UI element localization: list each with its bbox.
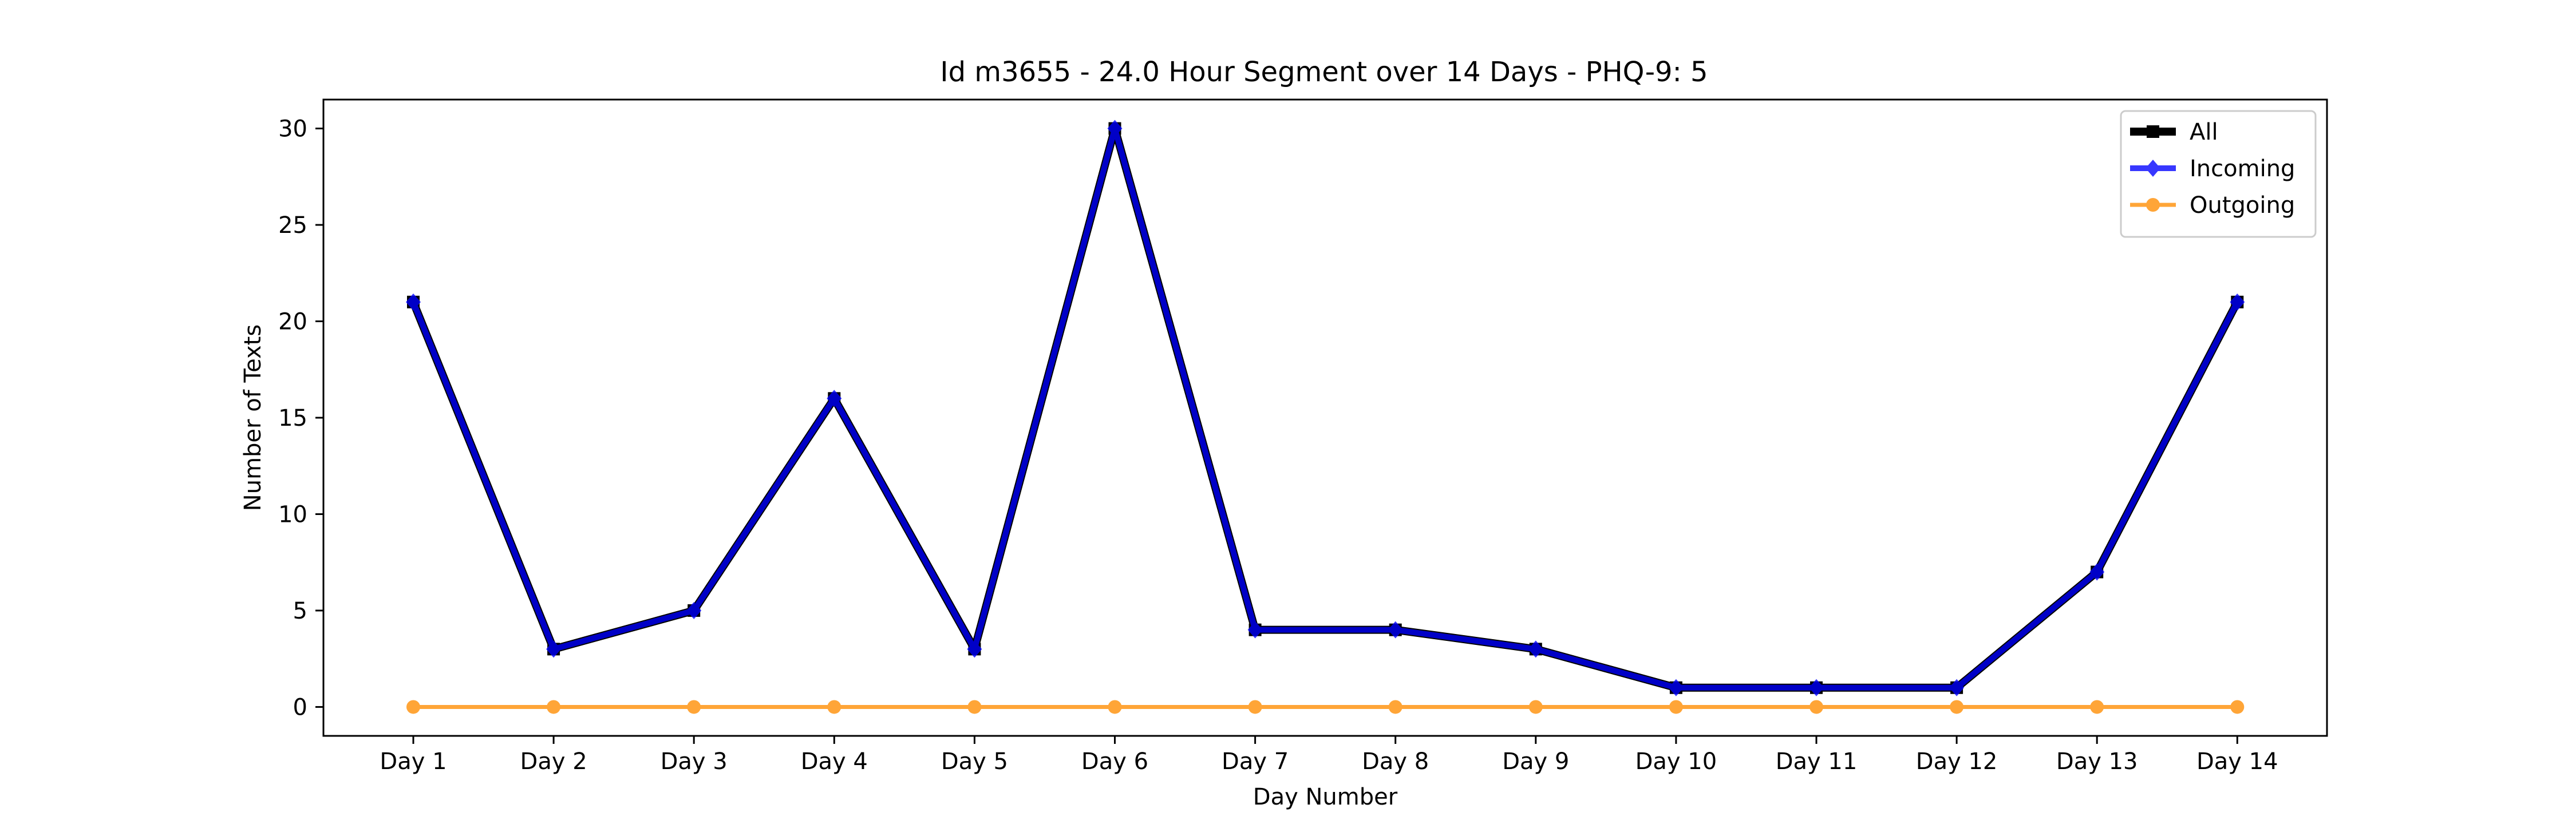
x-tick-label: Day 6: [1081, 748, 1148, 775]
legend-label: Outgoing: [2190, 192, 2295, 219]
y-tick-label: 0: [293, 694, 307, 720]
data-point-incoming: [1247, 621, 1263, 639]
y-tick-label: 5: [293, 598, 307, 624]
legend-label: All: [2190, 119, 2218, 145]
y-tick-label: 10: [278, 501, 307, 528]
legend-label: Incoming: [2190, 156, 2295, 182]
chart-legend: All Incoming Outgoing: [2120, 110, 2317, 238]
data-point-incoming: [1949, 679, 1965, 696]
y-tick-label: 25: [278, 212, 307, 239]
data-point-outgoing: [1950, 700, 1964, 714]
x-tick-label: Day 10: [1635, 748, 1717, 775]
data-point-outgoing: [1669, 700, 1683, 714]
legend-item-outgoing: [2130, 198, 2176, 212]
data-point-incoming: [1668, 679, 1684, 696]
x-tick-label: Day 3: [661, 748, 728, 775]
data-point-outgoing: [547, 700, 561, 714]
data-point-outgoing: [2230, 700, 2245, 714]
x-tick-label: Day 8: [1362, 748, 1429, 775]
data-point-incoming: [2089, 563, 2105, 581]
legend-marker: [2147, 125, 2159, 138]
data-point-incoming: [967, 640, 982, 658]
x-tick-label: Day 5: [941, 748, 1008, 775]
x-tick-label: Day 7: [1222, 748, 1289, 775]
data-point-outgoing: [1809, 700, 1823, 714]
data-point-outgoing: [827, 700, 841, 714]
x-axis-label: Day Number: [1253, 784, 1398, 810]
series-incoming: [406, 120, 2245, 696]
y-axis-label: Number of Texts: [240, 324, 266, 511]
series-line-incoming: [410, 125, 2240, 691]
legend-item-incoming: [2130, 160, 2176, 177]
x-axis: Day 1 Day 2 Day 3 Day 4 Day 5 Day 6 Day 7 Day 8…: [380, 736, 2278, 775]
x-tick-label: Day 11: [1776, 748, 1858, 775]
x-tick-label: Day 13: [2056, 748, 2138, 775]
x-tick-label: Day 1: [380, 748, 447, 775]
data-point-outgoing: [1108, 700, 1122, 714]
legend-marker: [2146, 160, 2160, 177]
x-tick-label: Day 2: [520, 748, 587, 775]
data-point-incoming: [406, 293, 421, 311]
data-point-outgoing: [2090, 700, 2104, 714]
data-point-outgoing: [687, 700, 701, 714]
data-point-outgoing: [967, 700, 982, 714]
chart-title: Id m3655 - 24.0 Hour Segment over 14 Day…: [940, 56, 1708, 88]
legend-item-all: [2130, 125, 2176, 138]
data-point-outgoing: [1388, 700, 1402, 714]
y-tick-label: 30: [278, 116, 307, 142]
data-point-incoming: [1809, 679, 1824, 696]
data-point-incoming: [1388, 621, 1403, 639]
data-point-incoming: [1107, 120, 1123, 137]
series-layer: [406, 120, 2245, 714]
series-outgoing: [406, 700, 2245, 714]
x-tick-label: Day 14: [2196, 748, 2278, 775]
y-tick-label: 20: [278, 309, 307, 335]
x-tick-label: Day 9: [1502, 748, 1569, 775]
data-point-incoming: [1528, 640, 1543, 658]
x-tick-label: Day 12: [1916, 748, 1998, 775]
x-tick-label: Day 4: [801, 748, 868, 775]
data-point-incoming: [686, 601, 702, 619]
data-point-outgoing: [1248, 700, 1262, 714]
data-point-incoming: [546, 640, 562, 658]
data-point-outgoing: [1528, 700, 1543, 714]
data-point-incoming: [827, 390, 842, 407]
y-tick-label: 15: [278, 405, 307, 431]
data-point-incoming: [2230, 293, 2245, 311]
legend-marker: [2146, 198, 2160, 212]
data-point-outgoing: [406, 700, 420, 714]
y-axis: 0 5 10 15 20 25 30: [278, 116, 323, 720]
